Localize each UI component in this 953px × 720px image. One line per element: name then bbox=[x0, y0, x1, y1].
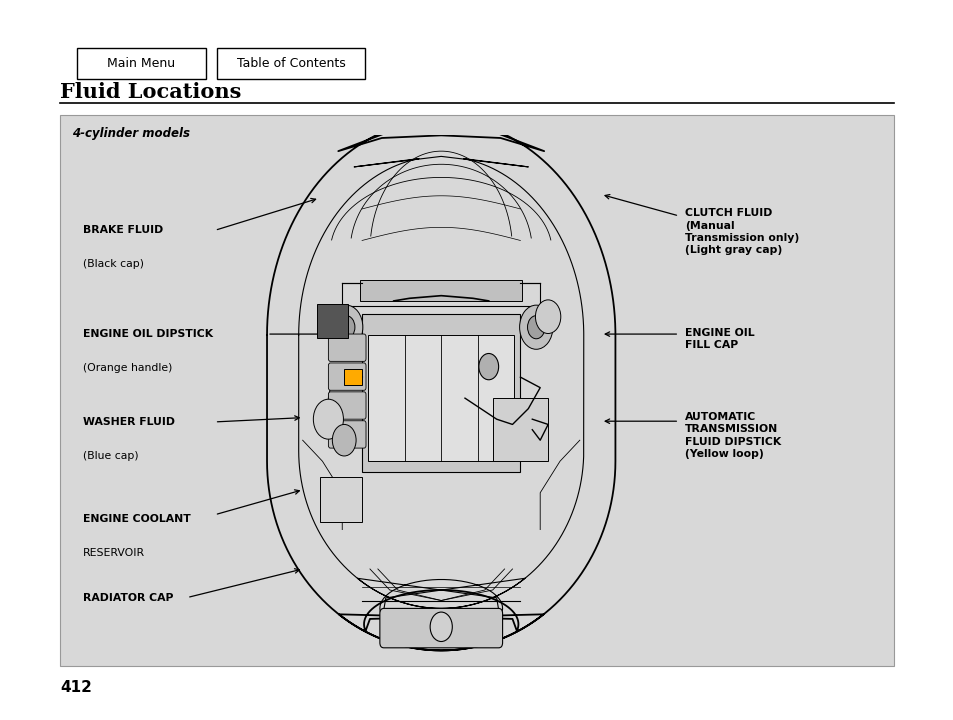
FancyBboxPatch shape bbox=[328, 420, 366, 448]
Bar bbox=[344, 369, 361, 385]
Bar bbox=[359, 280, 522, 301]
Text: (Black cap): (Black cap) bbox=[83, 259, 144, 269]
FancyBboxPatch shape bbox=[328, 334, 366, 361]
Bar bbox=[361, 314, 520, 472]
Circle shape bbox=[332, 424, 355, 456]
FancyBboxPatch shape bbox=[316, 304, 348, 338]
Text: ENGINE OIL DIPSTICK: ENGINE OIL DIPSTICK bbox=[83, 329, 213, 339]
Circle shape bbox=[337, 315, 355, 339]
Circle shape bbox=[478, 354, 498, 379]
Text: (Blue cap): (Blue cap) bbox=[83, 451, 138, 461]
Text: CLUTCH FLUID
(Manual
Transmission only)
(Light gray cap): CLUTCH FLUID (Manual Transmission only) … bbox=[684, 208, 799, 256]
Text: RADIATOR CAP: RADIATOR CAP bbox=[83, 593, 173, 603]
Bar bbox=[60, 115, 893, 666]
FancyBboxPatch shape bbox=[379, 608, 502, 648]
Text: 412: 412 bbox=[60, 680, 91, 695]
Text: ENGINE COOLANT: ENGINE COOLANT bbox=[83, 514, 191, 524]
Circle shape bbox=[535, 300, 560, 333]
FancyBboxPatch shape bbox=[328, 392, 366, 419]
Circle shape bbox=[430, 612, 452, 642]
Bar bbox=[492, 398, 548, 462]
Bar bbox=[216, 48, 364, 79]
Circle shape bbox=[313, 399, 343, 439]
FancyBboxPatch shape bbox=[320, 477, 361, 522]
Text: 4-cylinder models: 4-cylinder models bbox=[71, 127, 190, 140]
Text: ENGINE OIL
FILL CAP: ENGINE OIL FILL CAP bbox=[684, 328, 754, 351]
FancyBboxPatch shape bbox=[328, 363, 366, 390]
Text: AUTOMATIC
TRANSMISSION
FLUID DIPSTICK
(Yellow loop): AUTOMATIC TRANSMISSION FLUID DIPSTICK (Y… bbox=[684, 412, 781, 459]
Bar bbox=[76, 48, 206, 79]
Text: RESERVOIR: RESERVOIR bbox=[83, 548, 145, 558]
Text: WASHER FLUID: WASHER FLUID bbox=[83, 417, 174, 427]
Text: BRAKE FLUID: BRAKE FLUID bbox=[83, 225, 163, 235]
Text: Table of Contents: Table of Contents bbox=[236, 57, 345, 70]
Text: (Orange handle): (Orange handle) bbox=[83, 363, 172, 373]
Circle shape bbox=[329, 305, 362, 349]
Text: Main Menu: Main Menu bbox=[107, 57, 175, 70]
Text: Fluid Locations: Fluid Locations bbox=[60, 82, 241, 102]
Bar bbox=[368, 335, 514, 462]
Circle shape bbox=[519, 305, 553, 349]
Circle shape bbox=[527, 315, 544, 339]
